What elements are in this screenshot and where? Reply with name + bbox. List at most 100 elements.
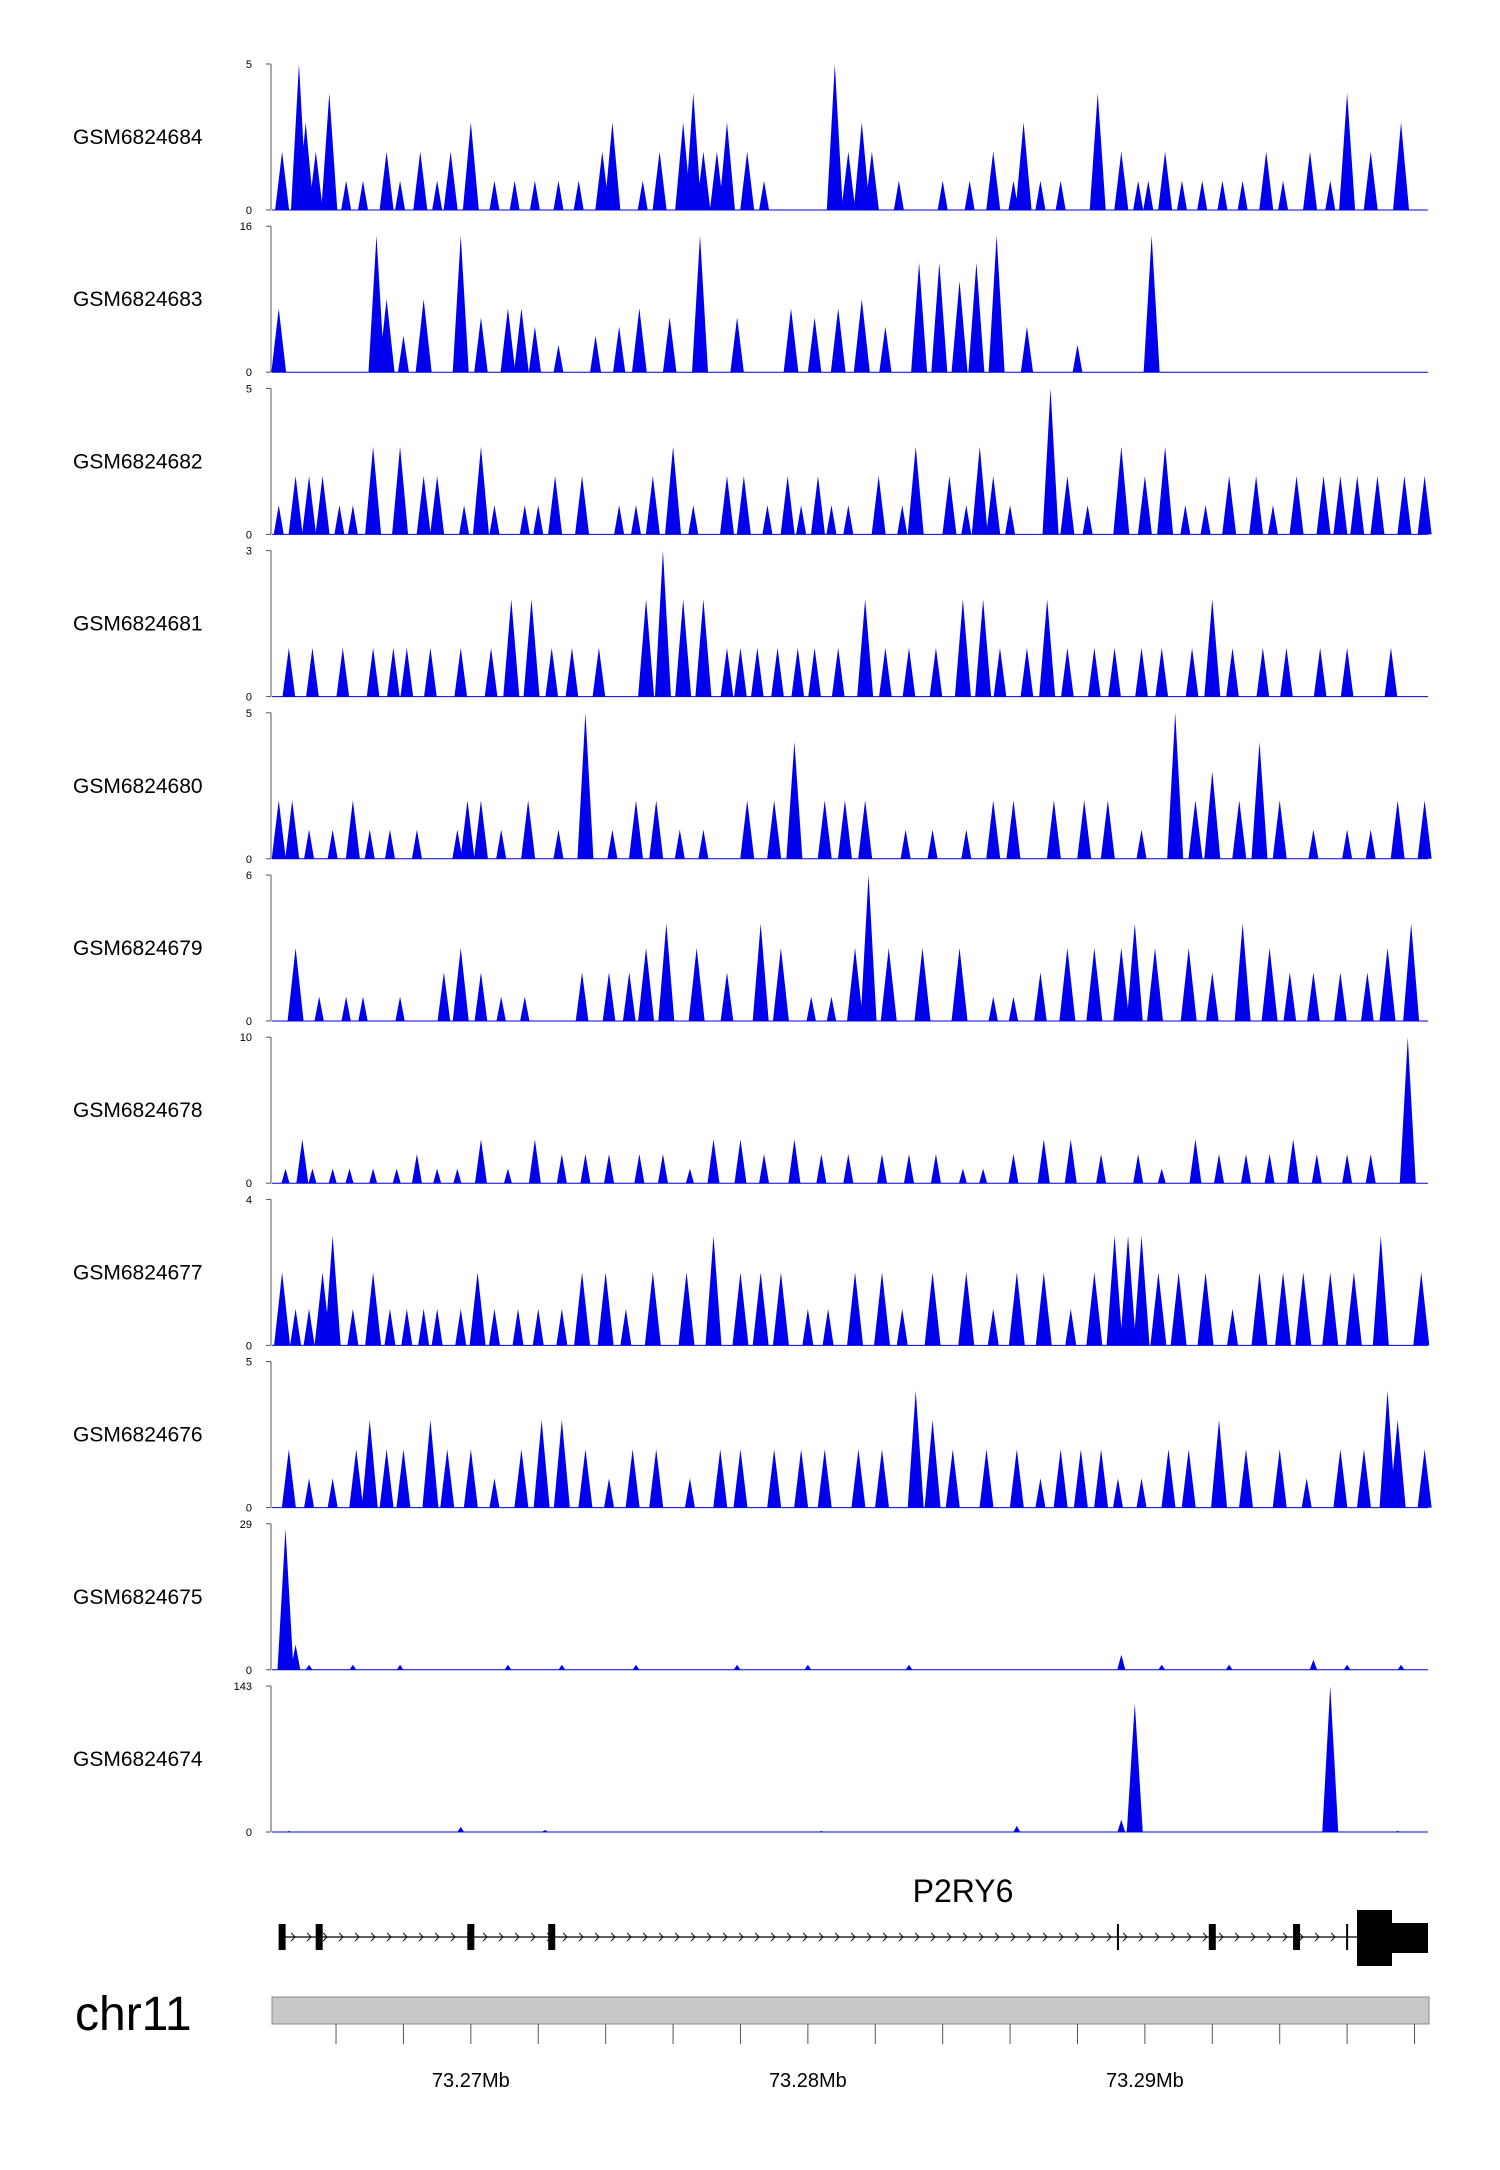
signal-peak	[1275, 1272, 1292, 1346]
signal-peak	[1061, 647, 1074, 697]
signal-peak	[1403, 923, 1420, 1021]
strand-arrow	[402, 1932, 408, 1942]
signal-peak	[1189, 1139, 1202, 1184]
signal-peak	[580, 1154, 591, 1184]
signal-peak	[366, 647, 380, 697]
y-min-label: 0	[246, 1503, 252, 1515]
y-max-label: 29	[240, 1519, 252, 1531]
signal-peak	[1059, 948, 1076, 1021]
signal-peak	[1117, 1654, 1126, 1670]
signal-peak	[628, 800, 643, 859]
signal-peak	[574, 1272, 591, 1346]
signal-peak	[718, 122, 735, 210]
track-label: GSM6824675	[73, 1586, 203, 1609]
signal-peak	[1241, 1154, 1252, 1184]
y-max-label: 16	[240, 221, 252, 233]
signal-peak	[732, 1272, 749, 1346]
signal-peak	[489, 1478, 500, 1508]
signal-peak	[1037, 1139, 1050, 1184]
signal-peak	[1289, 476, 1304, 535]
strand-arrow	[642, 1932, 648, 1942]
signal-peak	[519, 505, 530, 535]
signal-peak	[929, 647, 943, 697]
signal-peak	[347, 505, 358, 535]
signal-peak	[528, 326, 542, 373]
signal-peak	[1112, 1478, 1123, 1508]
signal-peak	[630, 505, 641, 535]
signal-peak	[734, 1139, 747, 1184]
signal-peak	[455, 1308, 467, 1346]
signal-peak	[1217, 180, 1228, 210]
signal-peak	[1100, 800, 1115, 859]
signal-peak	[365, 1272, 382, 1346]
signal-peak	[1170, 1272, 1187, 1346]
chromosome-bar	[271, 1996, 1430, 2025]
signal-peak	[392, 1168, 401, 1184]
signal-peak	[961, 505, 972, 535]
signal-peak	[847, 1272, 864, 1346]
signal-peak	[625, 1449, 640, 1508]
track-GSM6824674: GSM6824674 143 0	[73, 1681, 1428, 1839]
signal-peak	[345, 1168, 354, 1184]
signal-peak	[772, 948, 789, 1021]
signal-peak	[1280, 647, 1293, 697]
signal-peak	[924, 1420, 941, 1508]
strand-arrow	[1170, 1932, 1176, 1942]
signal-peak	[1155, 647, 1169, 697]
track-label: GSM6824682	[73, 450, 203, 473]
signal-peak	[1106, 1235, 1123, 1346]
signal-peak	[1379, 1390, 1396, 1508]
signal-peak	[503, 599, 520, 697]
signal-peak	[424, 647, 437, 697]
signal-peak	[1147, 948, 1164, 1021]
signal-peak	[379, 151, 394, 210]
strand-arrow	[1186, 1932, 1192, 1942]
signal-peak	[1143, 235, 1160, 373]
strand-arrow	[370, 1932, 376, 1942]
chromosome-label: chr11	[75, 1988, 192, 2041]
signal-peak	[900, 829, 911, 859]
signal-peak	[971, 446, 988, 535]
signal-peak	[1008, 1272, 1025, 1346]
signal-peak	[1251, 1272, 1268, 1346]
signal-peak	[308, 1168, 317, 1184]
signal-peak	[565, 647, 579, 697]
signal-peak	[796, 505, 807, 535]
track-label: GSM6824683	[73, 288, 203, 311]
exon-block	[1208, 1924, 1216, 1950]
signal-peak	[395, 180, 406, 210]
signal-peak	[285, 800, 300, 859]
signal-peak	[1379, 948, 1396, 1021]
signal-peak	[853, 299, 870, 373]
track-GSM6824681: GSM6824681 3 0	[73, 546, 1428, 704]
signal-peak	[489, 180, 500, 210]
signal-peak	[1339, 93, 1356, 210]
signal-peak	[945, 1449, 960, 1508]
signal-peak	[1114, 151, 1129, 210]
y-min-label: 0	[246, 1340, 252, 1352]
signal-peak	[1185, 647, 1199, 697]
signal-peak	[607, 829, 618, 859]
signal-tracks: GSM682468450GSM6824683160GSM682468250GSM…	[73, 59, 1432, 1839]
signal-peak	[1333, 476, 1348, 535]
signal-peak	[968, 262, 985, 373]
signal-peak	[871, 476, 886, 535]
signal-peak	[1343, 1664, 1351, 1670]
signal-peak	[1077, 800, 1092, 859]
signal-peak	[1158, 151, 1173, 210]
signal-peak	[907, 1390, 924, 1508]
signal-peak	[321, 93, 338, 210]
signal-peak	[1204, 599, 1221, 697]
signal-peak	[1008, 1154, 1019, 1184]
signal-peak	[1399, 1037, 1416, 1184]
signal-peak	[290, 1644, 301, 1670]
signal-peak	[786, 742, 803, 859]
strand-arrow	[1330, 1932, 1336, 1942]
signal-peak	[548, 476, 563, 535]
signal-peak	[472, 446, 489, 535]
signal-peak	[306, 647, 319, 697]
signal-peak	[649, 800, 664, 859]
signal-peak	[767, 800, 782, 859]
signal-peak	[988, 235, 1005, 373]
strand-arrow	[354, 1932, 360, 1942]
